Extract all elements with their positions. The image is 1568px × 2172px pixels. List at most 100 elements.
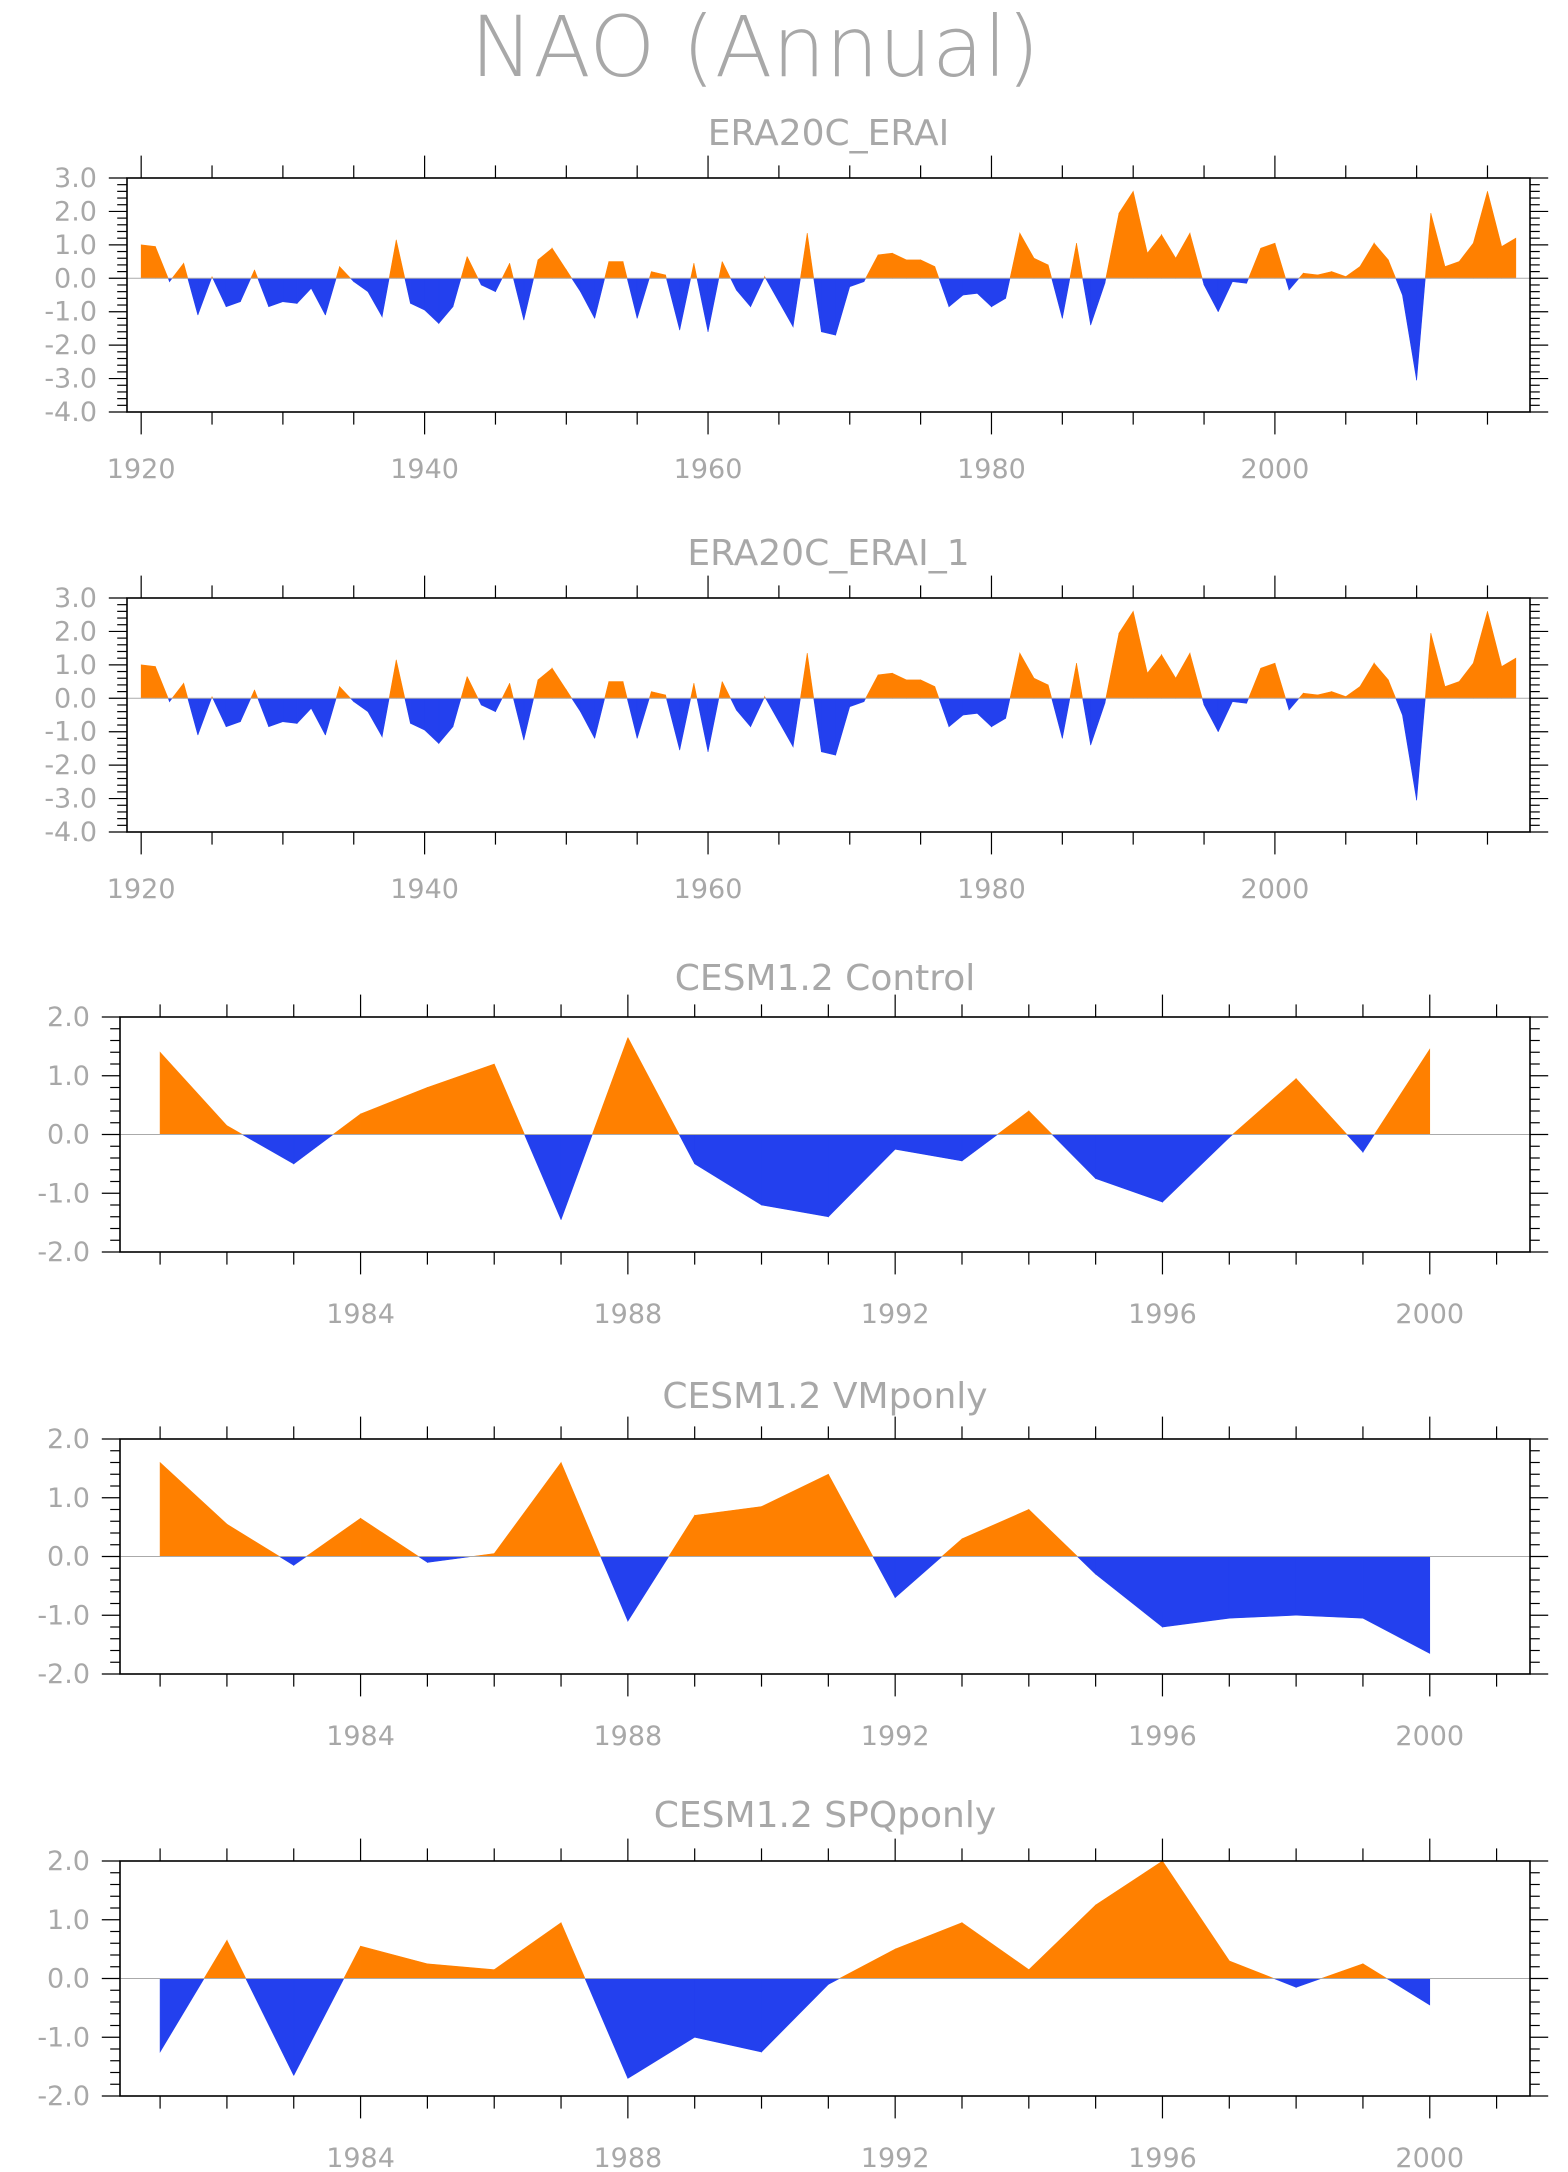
negative-area — [580, 277, 595, 319]
positive-area — [891, 672, 907, 699]
chart-panel-5: CESM1.2 SPQponly 1984 1988 1992 1996 2000 -2.0… — [37, 1795, 1549, 2172]
negative-area — [594, 277, 606, 319]
negative-area — [381, 697, 390, 737]
positive-area — [159, 1461, 228, 1557]
positive-area — [1069, 663, 1077, 699]
positive-area — [718, 681, 723, 699]
y-tick-label: -3.0 — [44, 364, 97, 395]
negative-area — [1232, 277, 1247, 284]
positive-area — [226, 1523, 281, 1557]
negative-area — [828, 1134, 896, 1218]
negative-area — [349, 277, 355, 283]
positive-area — [1331, 271, 1347, 279]
positive-area — [1359, 662, 1375, 699]
positive-area — [1248, 668, 1262, 699]
positive-area — [509, 263, 514, 279]
positive-area — [1009, 233, 1021, 279]
positive-area — [203, 1939, 228, 1979]
negative-area — [404, 277, 411, 304]
negative-area — [991, 277, 1006, 308]
negative-area — [765, 697, 780, 723]
negative-area — [1051, 697, 1063, 739]
x-tick-label: 1992 — [861, 2143, 930, 2172]
positive-area — [1295, 1077, 1348, 1135]
positive-area — [1047, 684, 1053, 699]
positive-area — [1444, 681, 1460, 699]
y-tick-label: 2.0 — [47, 1002, 90, 1033]
positive-area — [155, 666, 169, 699]
positive-area — [906, 679, 921, 699]
negative-area — [627, 1978, 695, 2079]
positive-area — [1019, 232, 1035, 279]
panel-title: CESM1.2 VMponly — [662, 1376, 987, 1417]
positive-area — [1033, 677, 1049, 699]
positive-area — [493, 1461, 562, 1557]
positive-area — [961, 1922, 1030, 1979]
negative-area — [849, 697, 865, 708]
chart-panel-3: CESM1.2 Control 1984 1988 1992 1996 2000 -2.0 -… — [37, 958, 1549, 1330]
positive-area — [171, 262, 184, 279]
positive-area — [1161, 653, 1177, 699]
negative-area — [938, 277, 950, 307]
plot-frame — [126, 597, 1531, 833]
negative-area — [679, 697, 692, 751]
positive-area — [608, 681, 624, 699]
negative-area — [627, 1556, 670, 1623]
positive-area — [1362, 1963, 1388, 1979]
positive-area — [1248, 248, 1262, 279]
positive-area — [395, 659, 406, 699]
positive-area — [1162, 1860, 1230, 1979]
negative-area — [159, 1978, 205, 2054]
negative-area — [353, 697, 369, 713]
positive-area — [1302, 692, 1318, 699]
negative-area — [694, 1134, 762, 1206]
negative-area — [1005, 697, 1011, 719]
negative-area — [962, 277, 978, 296]
positive-area — [1047, 264, 1053, 279]
panel-title: ERA20C_ERAI — [708, 113, 949, 154]
x-tick-label: 1984 — [326, 1299, 395, 1330]
negative-area — [765, 277, 780, 303]
negative-area — [1362, 1134, 1375, 1154]
positive-area — [343, 1946, 361, 1979]
negative-area — [778, 697, 794, 748]
positive-area — [1274, 243, 1286, 279]
y-tick-label: -3.0 — [44, 784, 97, 815]
negative-area — [1162, 1556, 1230, 1628]
negative-area — [696, 697, 709, 752]
panel-title: ERA20C_ERAI_1 — [687, 533, 969, 574]
positive-area — [1444, 261, 1460, 279]
positive-area — [693, 263, 698, 279]
negative-area — [594, 697, 606, 739]
positive-area — [877, 672, 893, 699]
negative-area — [367, 277, 383, 318]
positive-area — [501, 683, 510, 699]
positive-area — [537, 247, 553, 279]
positive-area — [1473, 611, 1488, 699]
positive-area — [934, 686, 940, 699]
positive-area — [460, 676, 468, 699]
positive-area — [961, 1509, 1030, 1557]
positive-area — [493, 1063, 525, 1135]
negative-area — [1095, 1556, 1163, 1628]
y-tick-label: 2.0 — [54, 196, 97, 227]
positive-area — [427, 1063, 495, 1135]
positive-area — [1009, 653, 1021, 699]
positive-area — [591, 1037, 629, 1135]
negative-area — [849, 277, 865, 288]
negative-area — [821, 277, 836, 336]
positive-area — [183, 263, 189, 279]
negative-area — [580, 697, 595, 739]
positive-area — [360, 1945, 428, 1979]
positive-area — [509, 683, 514, 699]
y-tick-label: 1.0 — [47, 1061, 90, 1092]
positive-area — [1458, 242, 1474, 279]
negative-area — [325, 277, 337, 316]
x-tick-label: 1920 — [107, 454, 176, 485]
negative-area — [750, 277, 765, 307]
y-tick-label: -2.0 — [44, 330, 97, 361]
negative-area — [894, 1134, 963, 1162]
positive-area — [1317, 271, 1332, 279]
negative-area — [381, 277, 390, 317]
negative-area — [1402, 697, 1417, 801]
